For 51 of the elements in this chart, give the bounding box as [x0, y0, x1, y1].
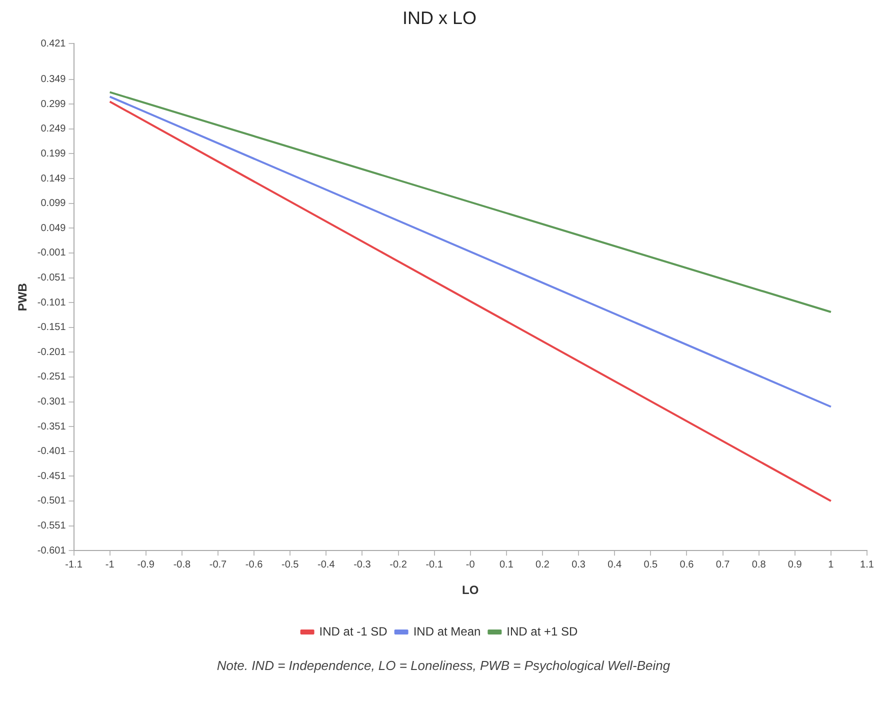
x-tick-label: -1.1: [65, 559, 83, 570]
y-axis-title: PWB: [16, 282, 30, 312]
x-tick-label: -0.8: [173, 559, 191, 570]
y-tick-label: -0.351: [37, 421, 66, 432]
y-tick-label: -0.151: [37, 322, 66, 334]
y-tick-label: 0.049: [40, 222, 66, 234]
legend-label: IND at -1 SD: [319, 624, 388, 638]
x-tick-label: 0.6: [680, 559, 694, 570]
y-tick-label: 0.421: [40, 38, 66, 50]
x-tick-label: -0: [466, 559, 476, 570]
y-tick-label: -0.051: [37, 272, 66, 284]
x-tick-label: -0.1: [426, 559, 444, 570]
x-tick-label: 0.4: [608, 559, 622, 570]
text: Note. IND = Independence, LO = Loneliness, PWB = Psychological Well-Being: [216, 658, 672, 673]
x-tick-label: 1.1: [860, 559, 874, 570]
x-tick-label: 0.5: [644, 559, 658, 570]
y-tick-label: -0.601: [37, 545, 66, 556]
x-tick-label: -0.3: [354, 559, 372, 570]
chart-title: IND x LO: [402, 8, 477, 28]
y-tick-label: -0.001: [37, 248, 66, 259]
y-tick-label: 0.299: [40, 98, 66, 110]
y-tick-label: 0.199: [40, 148, 66, 160]
x-tick-label: 1: [828, 559, 834, 570]
x-axis-title: LO: [462, 583, 479, 598]
y-tick-label: -0.301: [37, 396, 66, 408]
legend-label: IND at Mean: [413, 624, 481, 638]
y-tick-label: -0.451: [37, 470, 66, 482]
x-tick-label: 0.9: [788, 559, 802, 570]
legend-label: IND at +1 SD: [506, 624, 578, 638]
y-tick-label: -0.401: [37, 446, 66, 458]
y-tick-label: 0.149: [40, 173, 66, 184]
x-tick-label: -0.9: [137, 559, 155, 570]
x-tick-label: -0.7: [209, 559, 228, 570]
y-tick-label: -0.551: [37, 520, 66, 532]
x-tick-label: 0.1: [499, 559, 514, 570]
x-tick-label: 0.2: [536, 559, 550, 570]
x-tick-label: -0.6: [245, 559, 264, 570]
y-tick-label: 0.349: [40, 74, 66, 86]
y-tick-label: 0.249: [40, 124, 66, 135]
y-tick-label: 0.099: [40, 198, 66, 210]
x-tick-label: -0.4: [318, 559, 336, 570]
x-tick-label: -1: [105, 559, 115, 570]
x-tick-label: 0.7: [716, 559, 730, 570]
x-tick-label: -0.5: [281, 559, 300, 570]
y-tick-label: -0.101: [37, 297, 66, 308]
y-tick-label: -0.251: [37, 372, 66, 383]
x-tick-label: 0.8: [752, 559, 766, 570]
x-tick-label: 0.3: [572, 559, 586, 570]
x-tick-label: -0.2: [390, 559, 408, 570]
y-tick-label: -0.501: [37, 496, 66, 507]
y-tick-label: -0.201: [37, 346, 66, 358]
